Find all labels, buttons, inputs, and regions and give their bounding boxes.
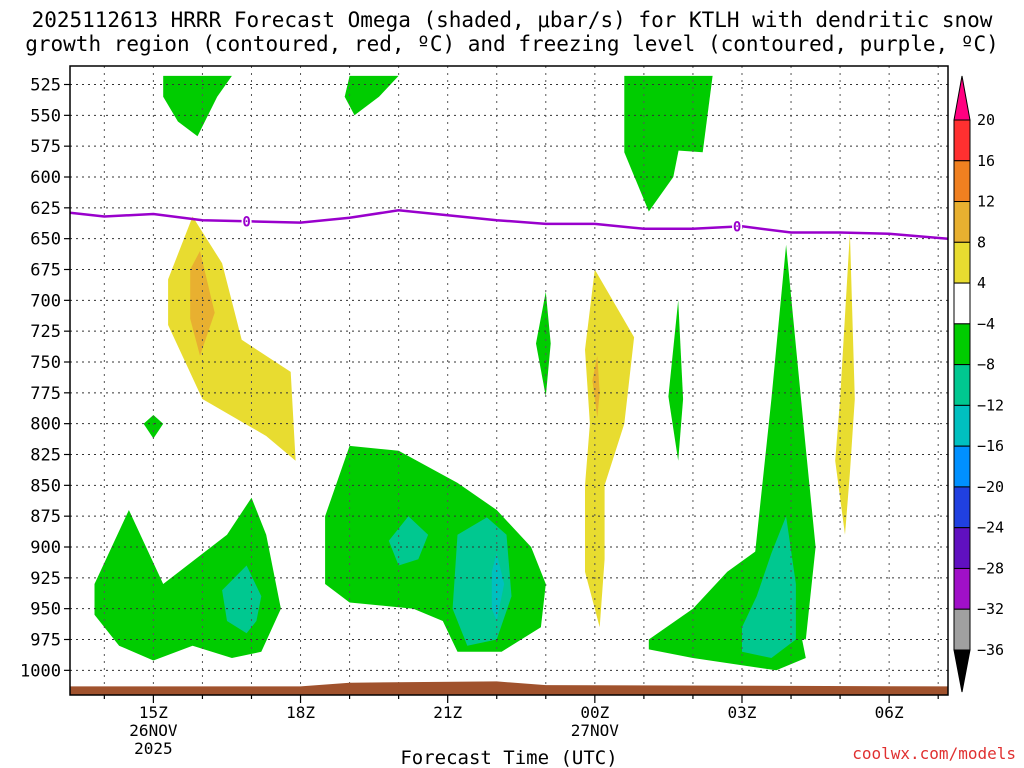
x-tick-label: 18Z — [286, 703, 315, 722]
x-date-label: 27NOV — [571, 721, 620, 740]
omega-region-green-0130z-top — [624, 75, 684, 212]
colorbar-segment — [953, 567, 971, 610]
x-date-label: 26NOV — [129, 721, 178, 740]
colorbar-label: 16 — [977, 152, 995, 170]
freezing-level-line — [70, 209, 948, 240]
omega-region-orange-16z-core — [190, 251, 215, 356]
y-tick-label: 575 — [30, 137, 61, 157]
y-tick-label: 900 — [30, 538, 61, 558]
y-tick-label: 525 — [30, 76, 61, 96]
freezing-level-label: 0 — [242, 214, 250, 230]
chart-title-line2: growth region (contoured, red, ºC) and f… — [25, 32, 999, 56]
omega-region-yellow-0445z-column — [835, 232, 855, 535]
colorbar-top-triangle — [953, 75, 971, 121]
y-tick-label: 600 — [30, 168, 61, 188]
colorbar-label: −32 — [977, 600, 1004, 618]
colorbar-segment — [953, 404, 971, 447]
colorbar-label: −4 — [977, 315, 995, 333]
y-tick-label: 625 — [30, 199, 61, 219]
colorbar-segment — [953, 445, 971, 488]
x-tick-label: 03Z — [728, 703, 757, 722]
omega-region-orange-0015z-core — [592, 355, 600, 418]
colorbar-label: 8 — [977, 233, 986, 251]
colorbar-label: −12 — [977, 396, 1004, 414]
y-tick-label: 650 — [30, 230, 61, 250]
colorbar-segment — [953, 241, 971, 284]
colorbar-label: −36 — [977, 641, 1004, 659]
freezing-level-label-bg — [241, 213, 252, 229]
y-tick-label: 925 — [30, 569, 61, 589]
chart-title-line1: 2025112613 HRRR Forecast Omega (shaded, … — [31, 8, 993, 32]
colorbar-segment — [953, 282, 971, 325]
y-tick-label: 675 — [30, 261, 61, 281]
colorbar-segment — [953, 608, 971, 651]
omega-region-green-15z-top — [163, 75, 232, 137]
colorbar-segment — [953, 527, 971, 569]
colorbar-segment — [953, 486, 971, 529]
plot-frame — [69, 65, 949, 696]
y-tick-label: 725 — [30, 322, 61, 342]
y-tick-label: 775 — [30, 384, 61, 404]
colorbar-label: 12 — [977, 193, 995, 211]
x-year-label: 2025 — [134, 739, 173, 758]
colorbar-label: −8 — [977, 356, 995, 374]
y-tick-label: 550 — [30, 106, 61, 126]
omega-region-yellow-1530z-block — [168, 216, 296, 461]
y-tick-label: 975 — [30, 631, 61, 651]
omega-region-green-19z-top — [344, 75, 399, 116]
omega-region-green-0230z-top — [668, 75, 713, 153]
x-tick-label: 00Z — [580, 703, 609, 722]
y-tick-label: 700 — [30, 291, 61, 311]
omega-region-green-0145z-column — [668, 300, 684, 461]
colorbar-segment — [953, 201, 971, 243]
omega-region-green-0345z-column — [751, 244, 816, 640]
colorbar-label: −20 — [977, 478, 1004, 496]
y-tick-label: 825 — [30, 446, 61, 466]
freezing-level-label: 0 — [733, 220, 741, 236]
omega-region-green-15z-dot — [143, 415, 164, 439]
y-tick-label: 950 — [30, 600, 61, 620]
omega-region-teal-1630z-low — [222, 565, 262, 634]
terrain-surface — [70, 681, 948, 695]
y-tick-label: 750 — [30, 353, 61, 373]
colorbar-segment — [953, 364, 971, 406]
omega-region-cyan-2200z-core — [491, 553, 505, 621]
colorbar-label: −16 — [977, 437, 1004, 455]
omega-region-teal-0345z-low — [742, 516, 796, 658]
colorbar-label: 20 — [977, 111, 995, 129]
colorbar-segment — [953, 323, 971, 366]
y-tick-label: 850 — [30, 476, 61, 496]
x-axis-label: Forecast Time (UTC) — [400, 747, 617, 768]
colorbar-segment — [953, 160, 971, 203]
colorbar-label: 4 — [977, 274, 986, 292]
omega-region-green-2245z-sliver — [536, 291, 551, 397]
y-tick-label: 1000 — [20, 661, 61, 681]
freezing-level-label-bg — [732, 218, 743, 234]
omega-region-green-2130z-low — [325, 445, 546, 652]
x-tick-label: 06Z — [875, 703, 904, 722]
x-tick-label: 21Z — [433, 703, 462, 722]
colorbar-label: −28 — [977, 559, 1004, 577]
colorbar-segment — [953, 119, 971, 162]
y-tick-label: 875 — [30, 507, 61, 527]
colorbar-label: −24 — [977, 519, 1004, 537]
colorbar-bottom-triangle — [953, 649, 971, 693]
omega-region-yellow-0015z-column — [585, 269, 635, 628]
source-credit[interactable]: coolwx.com/models — [852, 744, 1016, 763]
y-tick-label: 800 — [30, 415, 61, 435]
x-tick-label: 15Z — [139, 703, 168, 722]
